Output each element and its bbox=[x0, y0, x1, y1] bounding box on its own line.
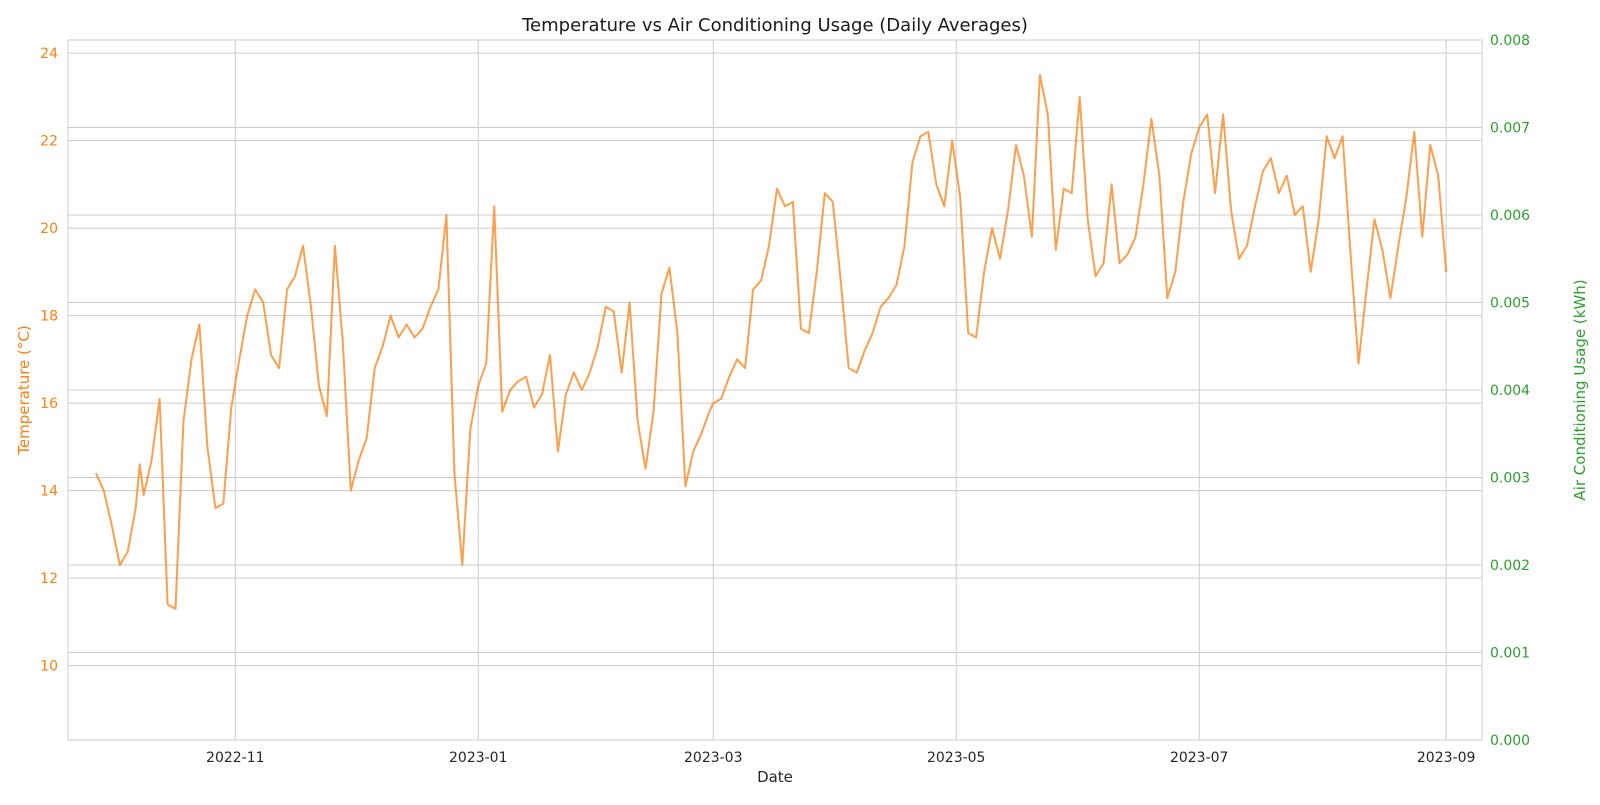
y-right-tick-label: 0.008 bbox=[1490, 33, 1530, 49]
y-left-tick-label: 24 bbox=[40, 46, 58, 62]
y-right-tick-label: 0.007 bbox=[1490, 121, 1530, 137]
tick-layer: 2022-11 2023-01 2023-03 2023-05 2023-07 2023-… bbox=[40, 33, 1530, 766]
y-right-tick-label: 0.004 bbox=[1490, 383, 1530, 399]
x-axis-label: Date bbox=[757, 768, 793, 786]
y-left-tick-label: 16 bbox=[40, 396, 58, 412]
x-tick-label: 2023-05 bbox=[927, 750, 986, 766]
x-tick-label: 2023-01 bbox=[449, 750, 508, 766]
y-left-tick-label: 14 bbox=[40, 484, 58, 500]
x-tick-label: 2023-07 bbox=[1170, 750, 1229, 766]
x-tick-label: 2023-09 bbox=[1417, 750, 1476, 766]
y-left-tick-label: 20 bbox=[40, 221, 58, 237]
y-right-tick-label: 0.003 bbox=[1490, 471, 1530, 487]
y-axis-right-label: Air Conditioning Usage (kWh) bbox=[1571, 279, 1589, 500]
y-right-tick-label: 0.006 bbox=[1490, 208, 1530, 224]
temperature-line bbox=[94, 74, 1448, 610]
y-left-tick-label: 10 bbox=[40, 659, 58, 675]
y-left-tick-label: 22 bbox=[40, 134, 58, 150]
plot-frame bbox=[67, 39, 1483, 741]
y-left-tick-label: 18 bbox=[40, 309, 58, 325]
y-right-tick-label: 0.001 bbox=[1490, 646, 1530, 662]
y-axis-left-label: Temperature (°C) bbox=[15, 325, 33, 455]
y-left-tick-label: 12 bbox=[40, 571, 58, 587]
y-right-tick-label: 0.002 bbox=[1490, 558, 1530, 574]
series-layer bbox=[94, 74, 1448, 610]
x-tick-label: 2022-11 bbox=[206, 750, 265, 766]
y-right-tick-label: 0.000 bbox=[1490, 733, 1530, 749]
y-right-tick-label: 0.005 bbox=[1490, 296, 1530, 312]
chart-title: Temperature vs Air Conditioning Usage (D… bbox=[521, 15, 1028, 36]
x-tick-label: 2023-03 bbox=[684, 750, 743, 766]
grid bbox=[68, 39, 1482, 741]
